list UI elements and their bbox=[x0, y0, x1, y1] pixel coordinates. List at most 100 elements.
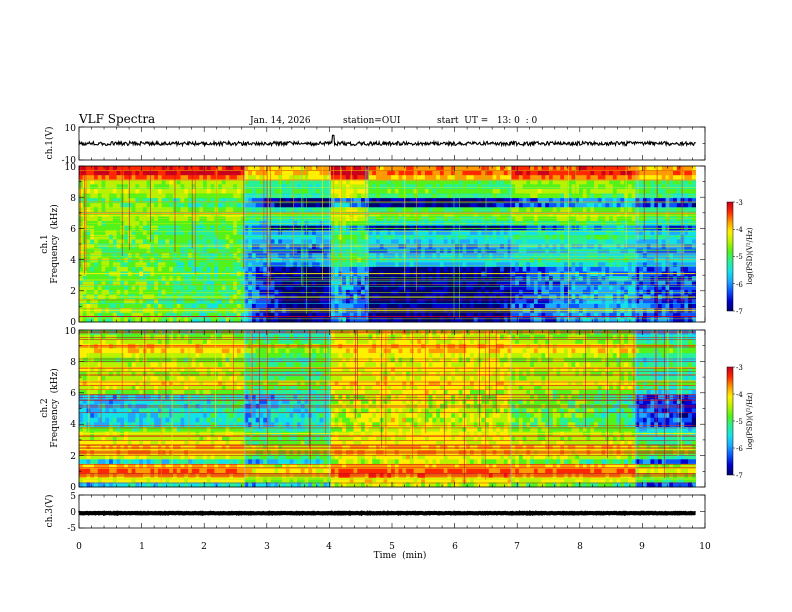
spectrogram-cell bbox=[315, 175, 321, 181]
spectrogram-cell bbox=[184, 312, 189, 318]
spectrogram-cell bbox=[259, 317, 264, 323]
spectrogram-cell bbox=[293, 198, 298, 204]
spectrogram-cell bbox=[575, 280, 580, 286]
spectrogram-cell bbox=[391, 266, 396, 272]
spectrogram-cell bbox=[545, 166, 550, 171]
spectrogram-cell bbox=[597, 257, 603, 263]
spectrogram-cell bbox=[458, 166, 463, 171]
spectrogram-cell bbox=[609, 184, 614, 190]
spectrogram-cell bbox=[541, 276, 546, 282]
spectrogram-cell bbox=[421, 175, 426, 181]
spectrogram-cell bbox=[533, 299, 539, 305]
spectrogram-cell bbox=[255, 166, 260, 171]
spectrogram-cell bbox=[218, 280, 223, 286]
spectrogram-cell bbox=[82, 285, 87, 291]
spectrogram-cell bbox=[101, 299, 106, 305]
spectrogram-cell bbox=[500, 248, 505, 254]
spectrogram-cell bbox=[436, 184, 441, 190]
spectrogram-cell bbox=[473, 166, 478, 171]
spectrogram-cell bbox=[360, 303, 366, 309]
spectrogram-cell bbox=[233, 266, 238, 272]
spectrogram-cell bbox=[225, 239, 230, 245]
spectrogram-cell bbox=[221, 303, 227, 309]
spectrogram-cell bbox=[518, 312, 524, 318]
spectrogram-cell bbox=[229, 262, 234, 268]
spectrogram-cell bbox=[195, 312, 200, 318]
spectrogram-cell bbox=[564, 266, 569, 272]
spectrogram-cell bbox=[413, 276, 418, 282]
spectrogram-cell bbox=[432, 188, 437, 194]
spectrogram-cell bbox=[274, 285, 279, 291]
spectrogram-cell bbox=[530, 234, 535, 240]
spectrogram-cell bbox=[406, 317, 411, 323]
spectrogram-cell bbox=[466, 280, 471, 286]
spectrogram-cell bbox=[398, 207, 403, 213]
spectrogram-cell bbox=[79, 184, 84, 190]
spectrogram-cell bbox=[360, 234, 366, 240]
spectrogram-cell bbox=[270, 317, 275, 323]
spectrogram-cell bbox=[82, 262, 87, 268]
spectrogram-cell bbox=[518, 285, 524, 291]
spectrogram-cell bbox=[447, 198, 452, 204]
spectrogram-cell bbox=[612, 198, 618, 204]
spectrogram-cell bbox=[560, 166, 565, 171]
spectrogram-cell bbox=[236, 179, 242, 185]
spectrogram-cell bbox=[616, 179, 621, 185]
spectrogram-cell bbox=[567, 266, 572, 272]
spectrogram-cell bbox=[214, 285, 219, 291]
spectrogram-cell bbox=[270, 266, 275, 272]
spectrogram-cell bbox=[601, 170, 606, 176]
spectrogram-cell bbox=[248, 285, 253, 291]
spectrogram-cell bbox=[439, 202, 445, 208]
spectrogram-cell bbox=[184, 230, 189, 236]
spectrogram-cell bbox=[567, 299, 572, 305]
spectrogram-cell bbox=[282, 257, 287, 263]
spectrogram-cell bbox=[432, 198, 437, 204]
spectrogram-cell bbox=[590, 239, 595, 245]
spectrogram-cell bbox=[146, 234, 151, 240]
spectrogram-cell bbox=[515, 312, 520, 318]
spectrogram-cell bbox=[605, 230, 610, 236]
spectrogram-cell bbox=[436, 257, 441, 263]
spectrogram-cell bbox=[454, 175, 460, 181]
spectrogram-cell bbox=[458, 280, 463, 286]
spectrogram-cell bbox=[458, 179, 463, 185]
spectrogram-cell bbox=[263, 207, 268, 213]
spectrogram-cell bbox=[90, 198, 95, 204]
spectrogram-cell bbox=[285, 248, 290, 254]
spectrogram-cell bbox=[597, 262, 603, 268]
spectrogram-cell bbox=[97, 280, 102, 286]
spectrogram-cell bbox=[537, 280, 542, 286]
spectrogram-cell bbox=[150, 175, 155, 181]
spectrogram-cell bbox=[195, 239, 200, 245]
spectrogram-cell bbox=[240, 170, 245, 176]
spectrogram-cell bbox=[590, 257, 595, 263]
spectrogram-cell bbox=[312, 207, 317, 213]
spectrogram-cell bbox=[124, 207, 129, 213]
spectrogram-cell bbox=[567, 202, 572, 208]
spectrogram-cell bbox=[203, 170, 208, 176]
spectrogram-cell bbox=[586, 234, 591, 240]
spectrogram-cell bbox=[297, 175, 302, 181]
spectrogram-cell bbox=[454, 198, 460, 204]
spectrogram-cell bbox=[127, 312, 133, 318]
spectrogram-cell bbox=[345, 262, 351, 268]
spectrogram-cell bbox=[191, 276, 196, 282]
spectrogram-cell bbox=[116, 257, 121, 263]
spectrogram-cell bbox=[473, 280, 478, 286]
spectrogram-cell bbox=[225, 248, 230, 254]
spectrogram-cell bbox=[240, 266, 245, 272]
spectrogram-cell bbox=[285, 276, 290, 282]
spectrogram-cell bbox=[590, 285, 595, 291]
spectrogram-cell bbox=[530, 299, 535, 305]
spectrogram-cell bbox=[496, 170, 501, 176]
spectrogram-cell bbox=[135, 248, 140, 254]
spectrogram-cell bbox=[368, 248, 373, 254]
spectrogram-cell bbox=[90, 262, 95, 268]
spectrogram-cell bbox=[571, 276, 576, 282]
spectrogram-cell bbox=[530, 198, 535, 204]
spectrogram-cell bbox=[124, 188, 129, 194]
spectrogram-cell bbox=[518, 230, 524, 236]
spectrogram-cell bbox=[146, 312, 151, 318]
spectrogram-cell bbox=[406, 266, 411, 272]
